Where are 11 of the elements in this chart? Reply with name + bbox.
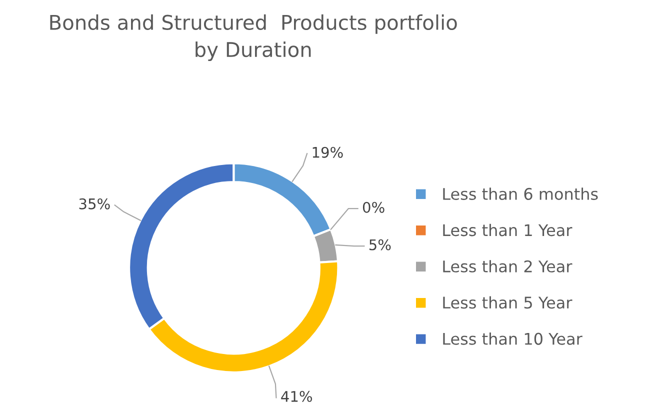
text: 0% [362, 202, 384, 213]
data-label: 19% [312, 146, 343, 158]
legend-label: Less than 5 Year [443, 296, 572, 309]
chart-title: Bonds and Structured Products portfolio by Duration [50, 14, 457, 62]
data-label: 41% [281, 390, 312, 402]
data-label: 35% [79, 198, 110, 210]
data-label: 5% [369, 239, 391, 250]
legend-label: Less than 2 Year [443, 260, 572, 272]
legend-label: Less than 10 Year [443, 332, 582, 345]
legend-label: Less than 1 Year [443, 224, 572, 236]
legend-label: Less than 6 months [443, 188, 598, 200]
